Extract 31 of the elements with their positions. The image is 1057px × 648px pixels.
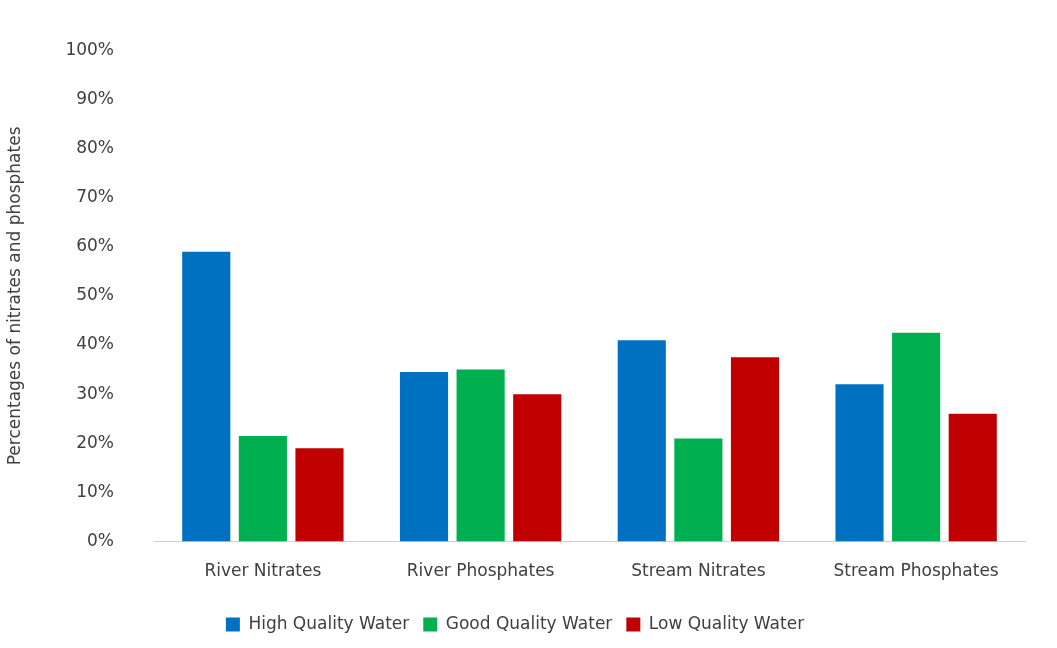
y-axis-title: Percentages of nitrates and phosphates [3, 126, 24, 466]
legend-label: Good Quality Water [445, 612, 613, 633]
bar [617, 340, 666, 542]
x-tick-label: River Nitrates [204, 560, 322, 581]
x-tick-label: Stream Phosphates [833, 560, 999, 581]
bar [835, 384, 884, 542]
y-tick-label: 20% [76, 431, 114, 452]
legend-label: Low Quality Water [648, 612, 805, 633]
bar [295, 448, 344, 542]
legend-label: High Quality Water [248, 612, 410, 633]
x-tick-label: River Phosphates [406, 560, 555, 581]
y-tick-label: 100% [65, 38, 114, 59]
y-tick-label: 0% [87, 530, 114, 551]
bar [182, 251, 231, 542]
y-tick-label: 60% [76, 235, 114, 256]
x-tick-label: Stream Nitrates [631, 560, 766, 581]
y-tick-label: 40% [76, 333, 114, 354]
bar [238, 435, 287, 542]
y-tick-label: 80% [76, 136, 114, 157]
y-tick-label: 90% [76, 87, 114, 108]
bar [399, 372, 449, 542]
bar [674, 438, 723, 542]
y-tick-label: 50% [76, 284, 114, 305]
bar [730, 357, 780, 542]
bar [948, 413, 997, 542]
bar [456, 369, 505, 542]
y-tick-label: 70% [76, 186, 114, 207]
bar [513, 394, 562, 542]
y-tick-label: 10% [76, 480, 114, 501]
y-tick-label: 30% [76, 382, 114, 403]
bar [892, 332, 941, 542]
